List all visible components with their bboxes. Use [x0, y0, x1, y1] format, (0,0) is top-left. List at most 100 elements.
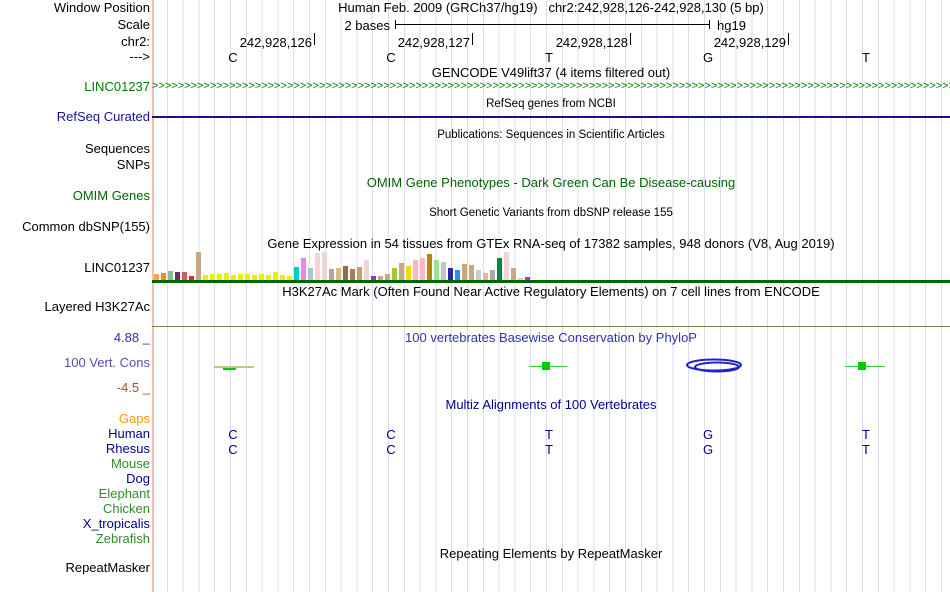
- refseq-curated-label[interactable]: RefSeq Curated: [56, 109, 150, 124]
- phylop-mark[interactable]: [214, 366, 254, 368]
- gtex-tissue-bar[interactable]: [266, 275, 271, 280]
- gtex-tissue-bar[interactable]: [511, 268, 516, 280]
- gtex-tissue-bar[interactable]: [273, 272, 278, 280]
- gtex-tissue-bar[interactable]: [168, 271, 173, 280]
- gtex-tissue-bar[interactable]: [196, 252, 201, 280]
- gtex-tissue-bar[interactable]: [427, 254, 432, 280]
- multiz-human-base: G: [702, 427, 714, 442]
- coordinate-label: 242,928,129: [713, 35, 786, 50]
- gtex-tissue-bar[interactable]: [287, 276, 292, 280]
- multiz-species-label[interactable]: Gaps: [118, 411, 150, 426]
- gtex-tissue-bar[interactable]: [175, 272, 180, 280]
- gtex-tissue-bar[interactable]: [308, 268, 313, 280]
- repeatmasker-label[interactable]: RepeatMasker: [65, 560, 150, 575]
- multiz-species-label[interactable]: X_tropicalis: [82, 516, 150, 531]
- direction-label[interactable]: --->: [129, 49, 150, 64]
- multiz-species-label[interactable]: Dog: [126, 471, 150, 486]
- gtex-tissue-bar[interactable]: [476, 270, 481, 280]
- gtex-tissue-bar[interactable]: [350, 269, 355, 280]
- phylop-mark[interactable]: [542, 362, 550, 370]
- scale-genome: hg19: [717, 18, 746, 33]
- gtex-tissue-bar[interactable]: [455, 270, 460, 280]
- gencode-track-title: GENCODE V49lift37 (4 items filtered out): [431, 65, 671, 80]
- multiz-rhesus-base: C: [386, 442, 396, 457]
- sequences-label[interactable]: Sequences: [84, 141, 150, 156]
- multiz-human-base: T: [545, 427, 553, 442]
- gtex-tissue-bar[interactable]: [504, 252, 509, 280]
- gtex-tissue-bar[interactable]: [483, 273, 488, 280]
- gtex-tissue-bar[interactable]: [231, 275, 236, 280]
- gtex-tissue-bar[interactable]: [252, 275, 257, 280]
- phylop-ellipse-mark[interactable]: [686, 357, 744, 374]
- gtex-tissue-bar[interactable]: [385, 274, 390, 280]
- gtex-tissue-bar[interactable]: [259, 274, 264, 280]
- phylop-label[interactable]: 100 Vert. Cons: [64, 355, 150, 370]
- gtex-tissue-bar[interactable]: [238, 274, 243, 280]
- gtex-tissue-bar[interactable]: [378, 276, 383, 280]
- ruler-base: T: [545, 50, 553, 65]
- common-dbsnp-label[interactable]: Common dbSNP(155): [22, 219, 150, 234]
- gtex-bars[interactable]: [152, 252, 950, 280]
- omim-track-title: OMIM Gene Phenotypes - Dark Green Can Be…: [366, 175, 736, 190]
- gtex-baseline[interactable]: [152, 280, 950, 283]
- refseq-gene-line[interactable]: [152, 116, 950, 118]
- gtex-tissue-bar[interactable]: [294, 267, 299, 280]
- gtex-tissue-bar[interactable]: [210, 274, 215, 280]
- omim-genes-label[interactable]: OMIM Genes: [72, 188, 150, 203]
- gtex-tissue-bar[interactable]: [203, 275, 208, 280]
- gtex-tissue-bar[interactable]: [329, 269, 334, 280]
- snps-label[interactable]: SNPs: [116, 157, 150, 172]
- gtex-gene-label[interactable]: LINC01237: [84, 260, 150, 275]
- gtex-tissue-bar[interactable]: [434, 260, 439, 280]
- gtex-tissue-bar[interactable]: [301, 258, 306, 280]
- gtex-tissue-bar[interactable]: [245, 274, 250, 280]
- gtex-tissue-bar[interactable]: [189, 276, 194, 280]
- gtex-tissue-bar[interactable]: [441, 262, 446, 280]
- phylop-mark[interactable]: [223, 368, 236, 370]
- h3k27ac-label[interactable]: Layered H3K27Ac: [44, 299, 150, 314]
- dbsnp-track-title: Short Genetic Variants from dbSNP releas…: [429, 207, 673, 219]
- multiz-species-label[interactable]: Zebrafish: [95, 531, 150, 546]
- gtex-tissue-bar[interactable]: [364, 260, 369, 280]
- ruler-base: G: [702, 50, 714, 65]
- multiz-species-label[interactable]: Mouse: [110, 456, 150, 471]
- gtex-tissue-bar[interactable]: [392, 268, 397, 280]
- gtex-tissue-bar[interactable]: [217, 274, 222, 280]
- gtex-tissue-bar[interactable]: [497, 258, 502, 280]
- gtex-tissue-bar[interactable]: [406, 266, 411, 280]
- gtex-tissue-bar[interactable]: [399, 263, 404, 280]
- gtex-tissue-bar[interactable]: [154, 274, 159, 280]
- gtex-tissue-bar[interactable]: [357, 267, 362, 280]
- gtex-tissue-bar[interactable]: [413, 260, 418, 280]
- gtex-tissue-bar[interactable]: [448, 268, 453, 280]
- h3k27ac-signal-line[interactable]: [152, 326, 950, 327]
- gtex-tissue-bar[interactable]: [336, 268, 341, 280]
- gtex-tissue-bar[interactable]: [525, 277, 530, 280]
- multiz-species-label[interactable]: Elephant: [98, 486, 150, 501]
- phylop-min-value: -4.5 _: [116, 380, 150, 395]
- gtex-tissue-bar[interactable]: [490, 270, 495, 280]
- multiz-species-label[interactable]: Human: [108, 426, 150, 441]
- phylop-mark[interactable]: [858, 362, 866, 370]
- gtex-tissue-bar[interactable]: [161, 273, 166, 280]
- h3k27ac-track-title: H3K27Ac Mark (Often Found Near Active Re…: [282, 284, 820, 299]
- gtex-tissue-bar[interactable]: [420, 258, 425, 280]
- gtex-tissue-bar[interactable]: [469, 265, 474, 280]
- gtex-tissue-bar[interactable]: [280, 275, 285, 280]
- gtex-tissue-bar[interactable]: [518, 278, 523, 280]
- gtex-tissue-bar[interactable]: [315, 253, 320, 280]
- multiz-human-base: C: [386, 427, 396, 442]
- gtex-tissue-bar[interactable]: [322, 252, 327, 280]
- multiz-species-label[interactable]: Chicken: [103, 501, 150, 516]
- multiz-rhesus-base: G: [702, 442, 714, 457]
- gencode-gene-arrows[interactable]: >>>>>>>>>>>>>>>>>>>>>>>>>>>>>>>>>>>>>>>>…: [152, 80, 950, 92]
- gtex-tissue-bar[interactable]: [462, 264, 467, 280]
- gencode-gene-label[interactable]: LINC01237: [84, 79, 150, 94]
- multiz-species-label[interactable]: Rhesus: [105, 441, 150, 456]
- gtex-tissue-bar[interactable]: [182, 272, 187, 280]
- position-range: chr2:242,928,126-242,928,130 (5 bp): [548, 0, 764, 15]
- repeatmasker-track-title: Repeating Elements by RepeatMasker: [439, 546, 663, 561]
- gtex-tissue-bar[interactable]: [343, 266, 348, 280]
- gtex-tissue-bar[interactable]: [224, 273, 229, 280]
- gtex-tissue-bar[interactable]: [371, 276, 376, 280]
